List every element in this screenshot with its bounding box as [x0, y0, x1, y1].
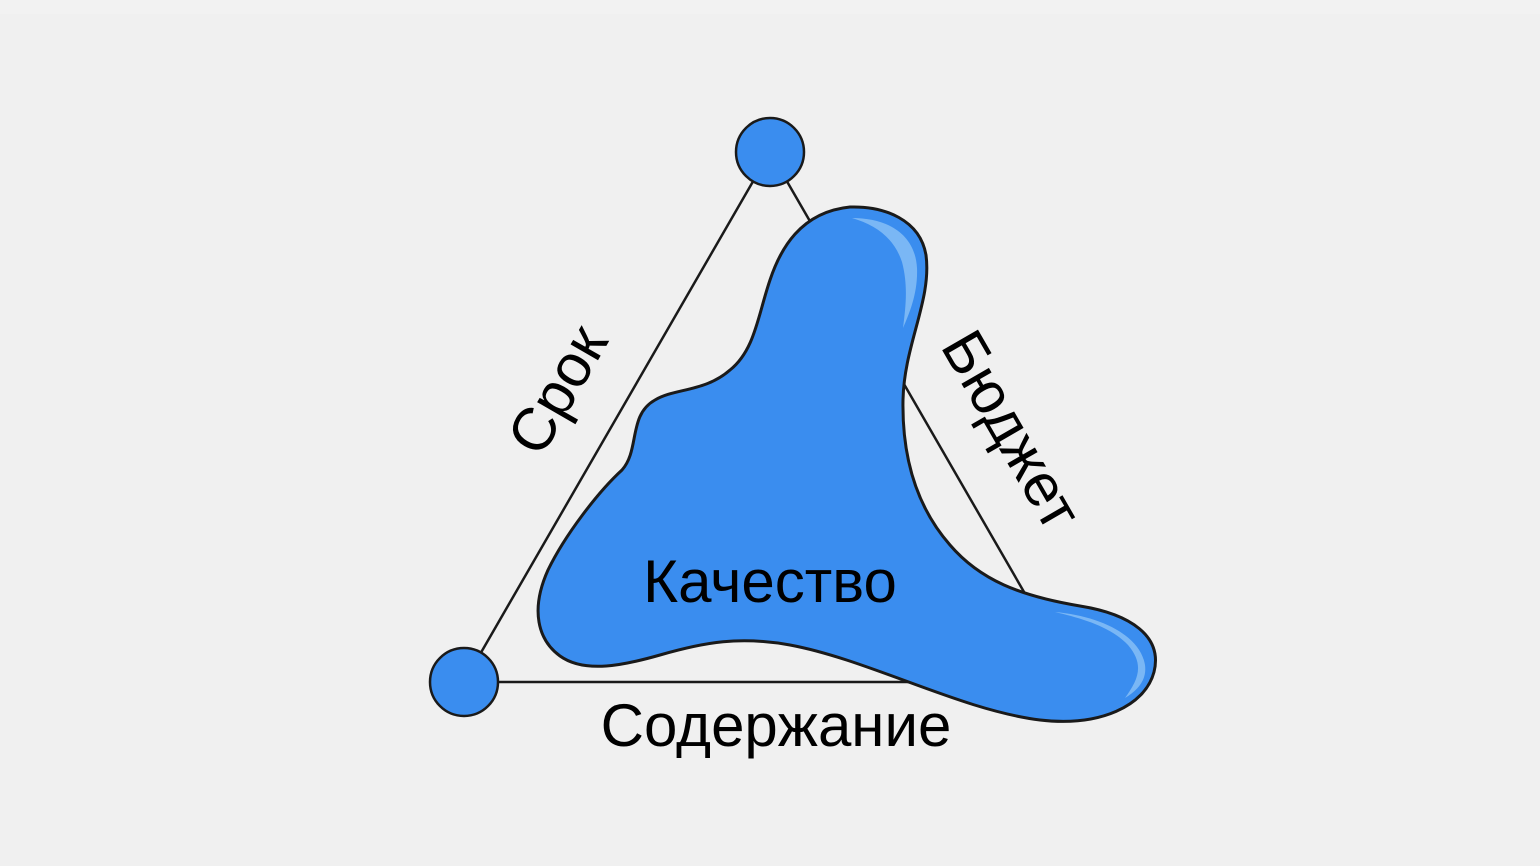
label-quality: Качество: [643, 548, 897, 615]
vertex-top-node: [734, 116, 806, 188]
label-scope: Содержание: [601, 692, 952, 759]
vertex-left-node: [428, 646, 500, 718]
quality-blob: [536, 205, 1157, 723]
edge-time: [462, 151, 772, 683]
label-budget: Бюджет: [928, 319, 1095, 540]
blob-highlight-top: [852, 218, 918, 328]
top-strip: [0, 0, 1540, 14]
